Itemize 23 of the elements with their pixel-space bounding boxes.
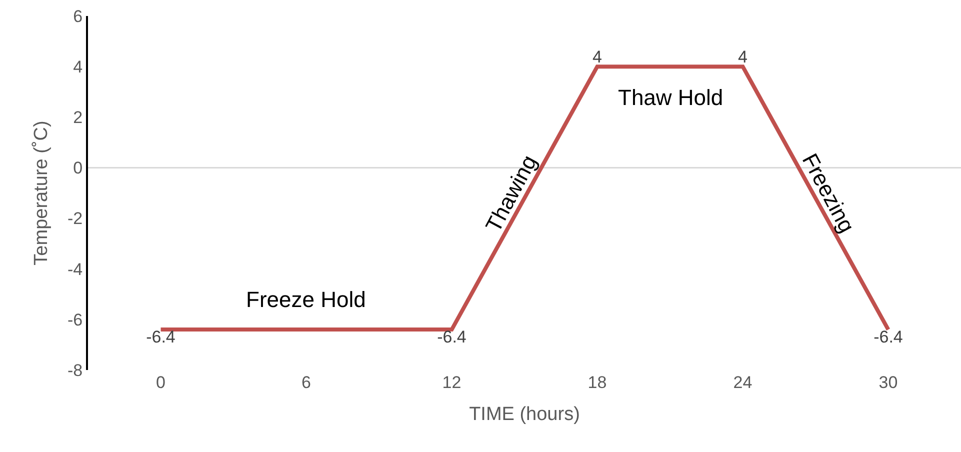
y-tick-label: -6 <box>67 310 83 330</box>
y-tick-label: 4 <box>73 58 83 77</box>
y-tick-label: -2 <box>67 209 83 228</box>
annotation: Freeze Hold <box>246 287 366 312</box>
x-tick-label: 30 <box>878 373 898 392</box>
data-label: -6.4 <box>146 327 176 346</box>
y-tick-label: 6 <box>73 6 83 26</box>
y-tick-label: 0 <box>73 158 83 178</box>
data-label: 4 <box>738 47 748 66</box>
y-axis-title: Temperature (˚C) <box>30 120 52 266</box>
x-tick-label: 18 <box>588 373 607 392</box>
x-tick-label: 24 <box>733 373 752 392</box>
data-label: -6.4 <box>437 327 466 346</box>
data-label: 4 <box>592 47 602 66</box>
y-tick-label: -4 <box>67 260 83 279</box>
x-tick-label: 0 <box>156 373 166 392</box>
annotation: Thaw Hold <box>618 85 724 110</box>
y-tick-label: 2 <box>73 108 83 128</box>
data-label: -6.4 <box>874 327 903 346</box>
x-axis-title: TIME (hours) <box>469 404 580 425</box>
x-tick-label: 6 <box>302 373 311 392</box>
y-tick-label: -8 <box>67 360 83 380</box>
x-tick-label: 12 <box>442 373 462 392</box>
